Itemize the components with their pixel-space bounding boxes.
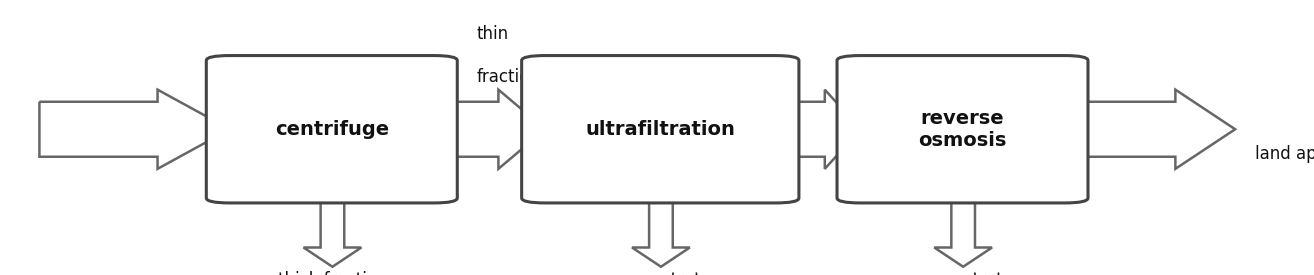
Text: centrifuge: centrifuge <box>275 120 389 139</box>
FancyBboxPatch shape <box>206 56 457 203</box>
FancyBboxPatch shape <box>522 56 799 203</box>
Text: thick fraction: thick fraction <box>277 271 388 275</box>
Text: thin: thin <box>477 25 509 43</box>
Polygon shape <box>632 198 690 267</box>
Polygon shape <box>775 90 861 169</box>
FancyBboxPatch shape <box>837 56 1088 203</box>
Polygon shape <box>304 198 361 267</box>
Polygon shape <box>934 198 992 267</box>
Polygon shape <box>39 90 230 169</box>
Text: ultrafiltration: ultrafiltration <box>585 120 736 139</box>
Polygon shape <box>1064 90 1235 169</box>
Polygon shape <box>434 90 545 169</box>
Text: land application: land application <box>1255 145 1314 163</box>
Text: reverse
osmosis: reverse osmosis <box>918 109 1007 150</box>
Text: fraction: fraction <box>477 68 541 86</box>
Text: concentrate: concentrate <box>913 271 1013 275</box>
Text: concentrate: concentrate <box>611 271 711 275</box>
